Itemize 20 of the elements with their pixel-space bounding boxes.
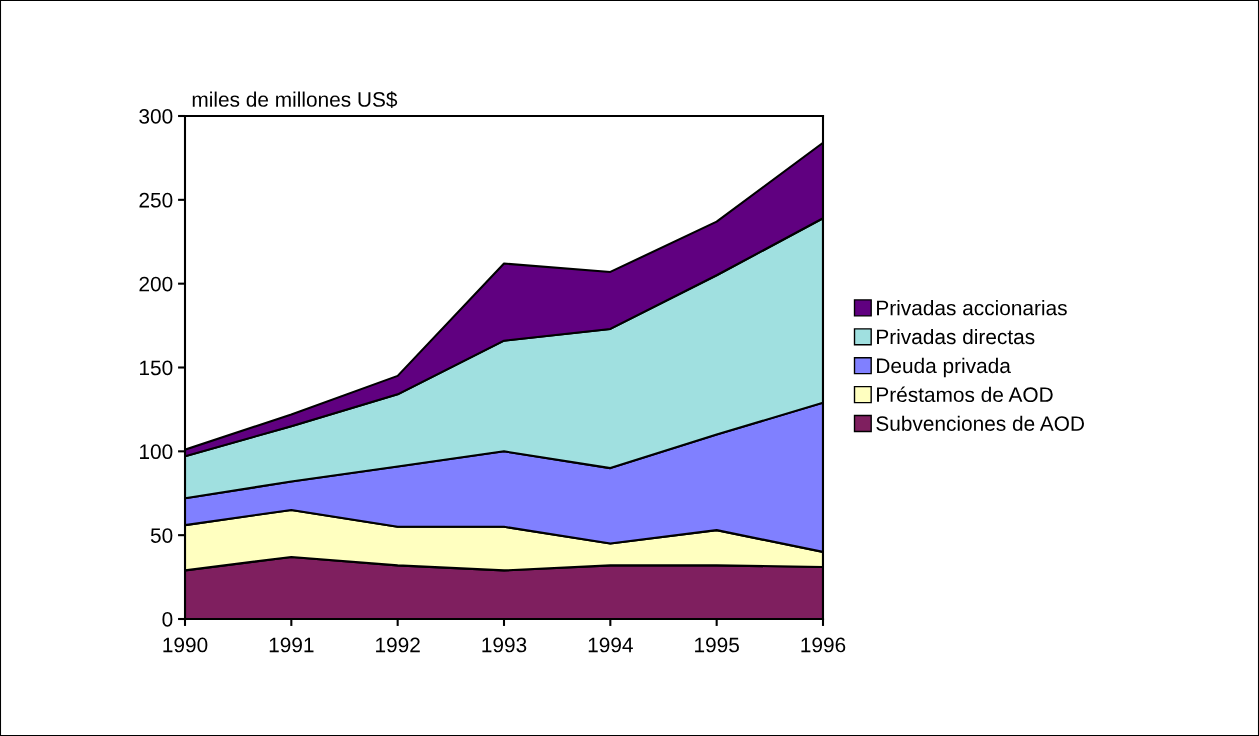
x-tick-label: 1995 — [695, 637, 739, 653]
y-tick-label: 300 — [139, 109, 173, 124]
x-tick-label: 1996 — [801, 637, 846, 653]
legend-label: Privadas directas — [877, 328, 1035, 345]
y-tick-label: 250 — [139, 192, 173, 208]
y-tick-label: 50 — [150, 528, 173, 543]
legend-label: Privadas accionarias — [877, 300, 1067, 316]
legend-label: Subvenciones de AOD — [876, 415, 1084, 431]
x-tick-label: 1993 — [482, 637, 527, 653]
y-tick-label: 200 — [139, 276, 173, 292]
x-tick-label: 1991 — [269, 637, 314, 653]
y-tick-label: 0 — [162, 612, 173, 627]
x-tick-label: 1992 — [376, 637, 420, 653]
legend-label: Deuda privada — [877, 357, 1011, 378]
y-axis-title: miles de millones US$ — [192, 91, 398, 109]
y-tick-label: 150 — [140, 360, 173, 376]
x-tick-label: 1994 — [588, 637, 633, 653]
legend-label: Préstamos de AOD — [877, 386, 1053, 403]
x-tick-label: 1990 — [163, 637, 208, 653]
y-tick-label: 100 — [140, 444, 173, 460]
